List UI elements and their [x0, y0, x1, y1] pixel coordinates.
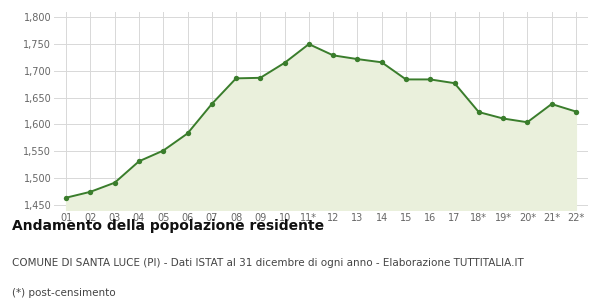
Point: [231, 76, 241, 81]
Point: [474, 110, 484, 115]
Text: (*) post-censimento: (*) post-censimento: [12, 288, 116, 298]
Point: [207, 102, 217, 106]
Text: Andamento della popolazione residente: Andamento della popolazione residente: [12, 219, 324, 233]
Point: [571, 109, 581, 114]
Point: [110, 180, 119, 185]
Point: [425, 77, 435, 82]
Point: [498, 116, 508, 121]
Point: [134, 159, 144, 164]
Point: [86, 189, 95, 194]
Text: COMUNE DI SANTA LUCE (PI) - Dati ISTAT al 31 dicembre di ogni anno - Elaborazion: COMUNE DI SANTA LUCE (PI) - Dati ISTAT a…: [12, 258, 524, 268]
Point: [547, 102, 556, 106]
Point: [280, 60, 289, 65]
Point: [377, 60, 386, 65]
Point: [353, 57, 362, 62]
Point: [61, 195, 71, 200]
Point: [328, 53, 338, 58]
Point: [304, 42, 314, 46]
Point: [401, 77, 411, 82]
Point: [450, 81, 460, 85]
Point: [158, 148, 168, 153]
Point: [523, 120, 532, 124]
Point: [256, 75, 265, 80]
Point: [182, 131, 192, 136]
